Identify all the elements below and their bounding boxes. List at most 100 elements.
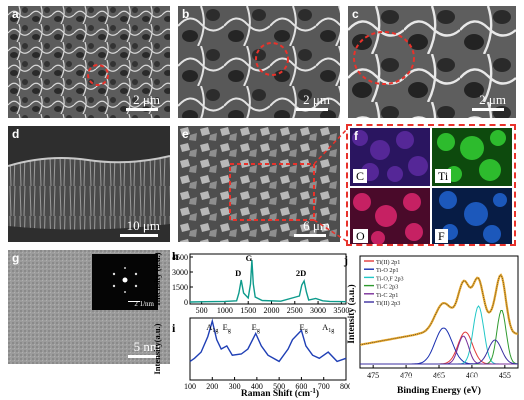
panel-letter: d <box>12 127 20 141</box>
scale-label: 2 μm <box>133 92 160 107</box>
panel-letter-i: i <box>172 321 176 335</box>
panel-letter-j: j <box>343 253 348 267</box>
raman-plots: h i Intensity (a.u.) 0 1500 3000 4500 500 1000… <box>152 249 350 398</box>
eds-label: O <box>353 229 368 243</box>
scale-bar <box>472 108 504 111</box>
xps-xtick-label: 460 <box>466 371 478 380</box>
i-series-line <box>189 318 347 363</box>
xps-component-curve <box>360 339 518 365</box>
panel-e-image <box>178 126 340 242</box>
i-xtick-label: 700 <box>318 382 330 391</box>
panel-a-sem: a 2 μm <box>8 6 170 118</box>
xps-frame <box>359 255 519 369</box>
scale-bar <box>126 108 158 111</box>
i-xtick-label: 600 <box>295 382 307 391</box>
h-xtick-label: 1000 <box>217 306 233 315</box>
panel-letter: g <box>12 251 20 265</box>
h-ytick-label: 1500 <box>172 283 188 292</box>
xps-curves <box>359 273 519 365</box>
i-peak-label: Eg <box>252 322 260 334</box>
panel-letter: f <box>354 129 358 143</box>
h-series-line <box>189 259 347 303</box>
i-xtick-label: 800 <box>340 382 350 391</box>
h-peak-label: G <box>246 253 253 263</box>
eds-label: C <box>353 169 368 183</box>
panel-letter-h: h <box>172 249 179 263</box>
h-ylabel: Intensity (a.u.) <box>152 252 162 305</box>
h-ytick-label: 4500 <box>172 253 188 262</box>
raman-h-plot: Intensity (a.u.) 0 1500 3000 4500 500 1000 1500… <box>152 252 349 315</box>
panel-letter: c <box>352 7 359 21</box>
i-peak-label: Eg <box>223 322 231 334</box>
panel-b-sem: b 2 μm <box>178 6 340 118</box>
panel-a-image <box>8 6 170 118</box>
h-frame <box>189 253 347 305</box>
panel-b-image <box>178 6 340 118</box>
xps-ylabel: Intensity (a.u.) <box>346 284 357 343</box>
i-peak-label: A1g <box>206 322 218 334</box>
panel-d-image <box>8 126 170 242</box>
raman-xlabel: Raman Shift (cm-1) <box>241 387 319 398</box>
i-xtick-label: 400 <box>251 382 263 391</box>
legend-entry: Ti-C 2p1 <box>376 292 398 299</box>
scale-bar <box>120 234 158 237</box>
eds-map-ti: Ti <box>432 128 512 186</box>
legend-entry: Ti-O,F 2p3 <box>376 275 404 282</box>
h-xtick-label: 3000 <box>310 306 326 315</box>
h-xtick-label: 1500 <box>240 306 256 315</box>
scale-bar <box>128 355 158 358</box>
panel-letter: a <box>12 7 19 21</box>
watermark-text: ⚙ 材料分析与应用 <box>388 373 479 386</box>
eds-map-o: O <box>350 188 430 244</box>
scale-label: 5 nm <box>133 339 160 354</box>
scale-bar <box>296 108 328 111</box>
i-peak-label: Eg <box>300 322 308 334</box>
xps-ticks: 475 470 465 460 455 <box>367 365 511 380</box>
i-frame <box>189 317 347 381</box>
fft-scale-label: 2 1/nm <box>134 300 154 308</box>
i-peak-label: A1g <box>322 322 334 334</box>
panel-d-sem: d 10 μm <box>8 126 170 242</box>
highlight-circle <box>87 64 109 86</box>
fft-scale-bar <box>128 301 140 302</box>
legend-entry: Ti(II) 2p1 <box>376 259 400 266</box>
legend-entry: Ti(II) 2p3 <box>376 300 400 307</box>
xps-raw-data <box>359 274 519 346</box>
panel-letter: e <box>182 127 189 141</box>
panel-e-sem: e 6 μm <box>178 126 340 242</box>
i-xtick-label: 500 <box>273 382 285 391</box>
raman-i-plot: Intensity(a.u.) 100 200 300 400 500 600 700 800 A… <box>152 317 350 391</box>
h-ytick-label: 0 <box>184 298 188 307</box>
h-ytick-label: 3000 <box>172 268 188 277</box>
panel-g-tem: g 2 1/nm 5 nm <box>8 250 170 364</box>
highlight-circle <box>255 42 289 76</box>
eds-label: Ti <box>435 169 452 183</box>
i-xtick-label: 200 <box>206 382 218 391</box>
h-xtick-label: 2000 <box>263 306 279 315</box>
h-peak-label: 2D <box>296 268 306 278</box>
scale-label: 10 μm <box>126 218 160 233</box>
zoom-connector <box>314 127 349 243</box>
scale-bar <box>294 234 326 237</box>
highlight-box <box>229 163 315 221</box>
xps-xlabel: Binding Energy (eV) <box>397 385 481 396</box>
xps-xtick-label: 465 <box>433 371 445 380</box>
h-xtick-label: 3500 <box>333 306 349 315</box>
scale-label: 2 μm <box>303 92 330 107</box>
i-ylabel: Intensity(a.u.) <box>152 323 162 374</box>
i-xtick-label: 300 <box>229 382 241 391</box>
scale-label: 6 μm <box>303 218 330 233</box>
fft-inset: 2 1/nm <box>92 254 158 310</box>
h-xtick-label: 2500 <box>287 306 303 315</box>
i-xtick-label: 100 <box>184 382 196 391</box>
eds-map-c: C <box>350 128 430 186</box>
h-peak-label: D <box>235 268 241 278</box>
eds-map-f: F <box>432 188 512 244</box>
legend-entry: Ti-O 2p1 <box>376 267 399 274</box>
panel-letter: b <box>182 7 190 21</box>
xps-xtick-label: 475 <box>367 371 379 380</box>
panel-c-sem: c 2 μm <box>348 6 516 118</box>
xps-xtick-label: 470 <box>400 371 412 380</box>
highlight-circle <box>353 31 415 85</box>
